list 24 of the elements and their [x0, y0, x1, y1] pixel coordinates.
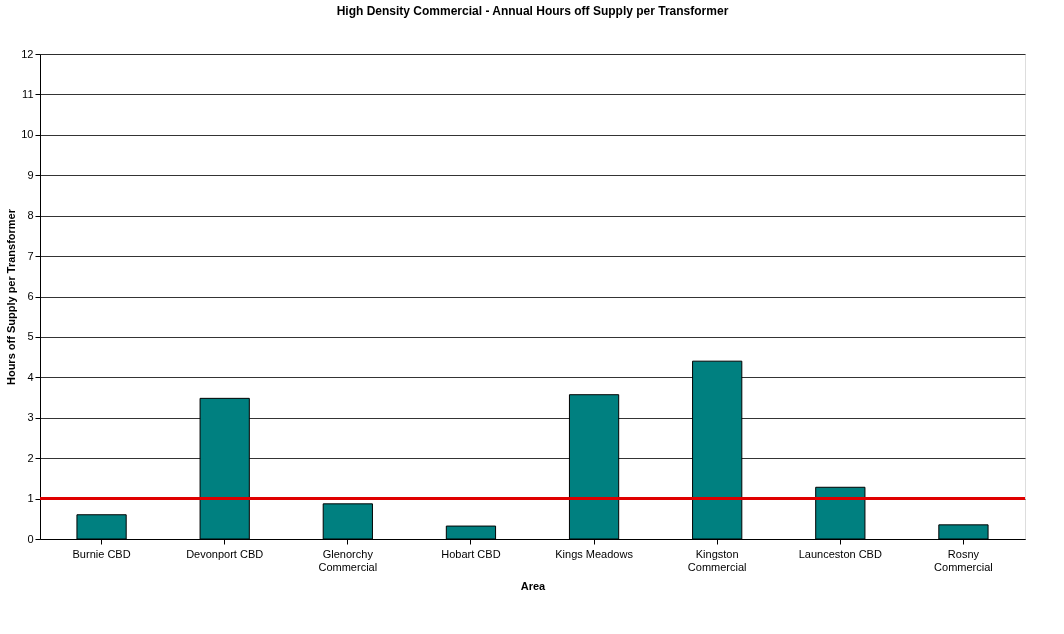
y-tick-label: 9 — [27, 168, 34, 181]
x-tick-label: Glenorchy Commercial — [318, 547, 378, 573]
y-tick-label: 8 — [27, 209, 34, 222]
y-tick-label: 0 — [27, 532, 34, 545]
x-tick-label: Kingston Commercial — [687, 547, 747, 573]
y-axis-title: Hours off Supply per Transformer — [5, 208, 18, 386]
x-tick-label: Burnie CBD — [72, 547, 131, 560]
x-tick-label: Rosny Commercial — [934, 547, 993, 573]
y-tick-label: 1 — [27, 492, 34, 505]
x-tick-label: Hobart CBD — [441, 547, 501, 560]
x-tick-label: Kings Meadows — [555, 547, 634, 560]
y-tick-label: 3 — [27, 411, 34, 424]
y-tick-label: 12 — [21, 47, 34, 60]
chart-title: High Density Commercial - Annual Hours off Supply per Transformer — [336, 4, 729, 18]
y-tick-label: 6 — [27, 290, 34, 302]
y-tick-label: 5 — [27, 330, 34, 343]
x-tick-label: Launceston CBD — [798, 547, 882, 560]
y-tick-label: 10 — [21, 128, 34, 141]
y-tick-label: 7 — [27, 249, 34, 262]
x-tick-label: Devonport CBD — [186, 547, 264, 560]
x-axis-title: Area — [520, 579, 547, 592]
y-tick-label: 4 — [27, 370, 34, 383]
y-tick-label: 11 — [22, 87, 34, 100]
y-tick-label: 2 — [27, 451, 34, 464]
